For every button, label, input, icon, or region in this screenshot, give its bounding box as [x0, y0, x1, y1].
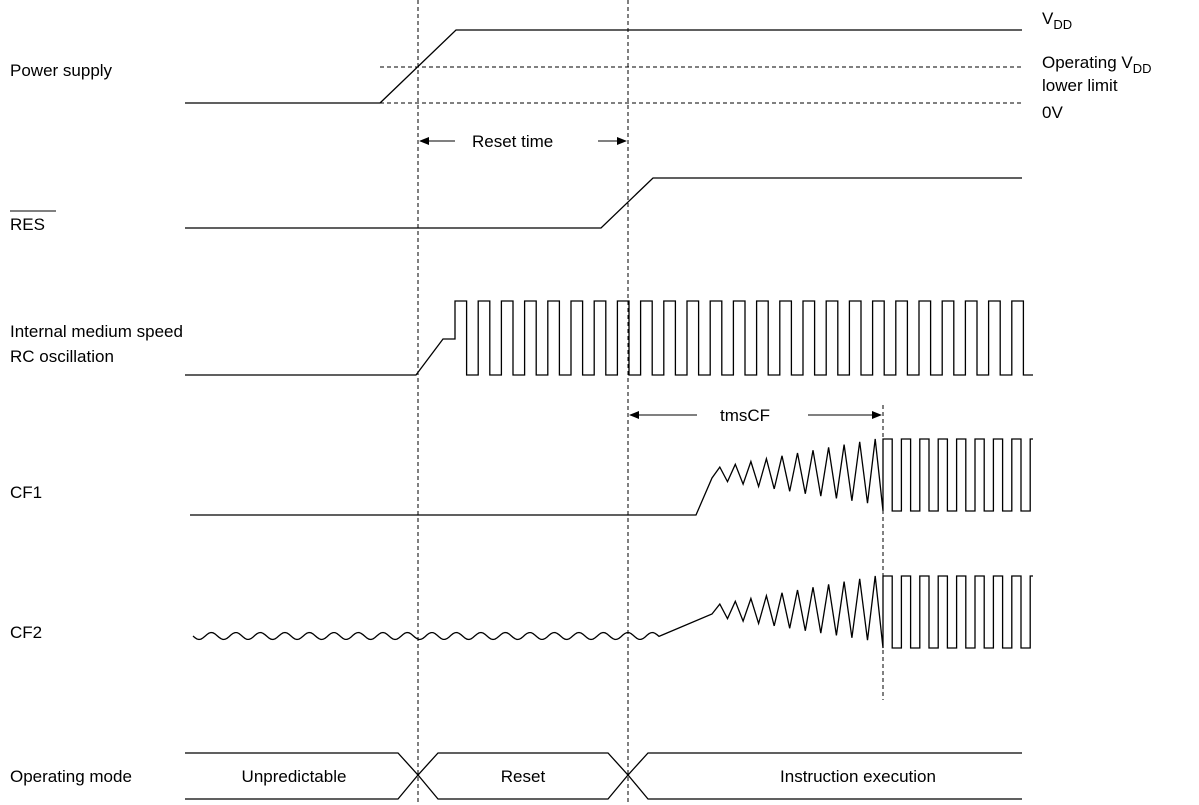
- tmscf-label: tmsCF: [720, 406, 770, 425]
- reset-time-label: Reset time: [472, 132, 553, 151]
- cf2-label: CF2: [10, 623, 42, 642]
- power-supply-label: Power supply: [10, 61, 113, 80]
- rc-oscillation-label-line2: RC oscillation: [10, 347, 114, 366]
- cf2-waveform: [192, 575, 1033, 649]
- operating-mode-label: Operating mode: [10, 767, 132, 786]
- mode-reset: Reset: [501, 767, 546, 786]
- rc-oscillation-waveform: [185, 300, 1033, 376]
- operating-mode-bus: [185, 752, 1022, 800]
- res-waveform: [185, 177, 1022, 229]
- power-supply-waveform: [185, 29, 1022, 104]
- operating-vdd-level-label: Operating VDD: [1042, 53, 1152, 76]
- cf1-label: CF1: [10, 483, 42, 502]
- mode-unpredictable: Unpredictable: [242, 767, 347, 786]
- zero-volt-label: 0V: [1042, 103, 1063, 122]
- res-label: RES: [10, 215, 45, 234]
- mode-instruction-execution: Instruction execution: [780, 767, 936, 786]
- vdd-level-label: VDD: [1042, 9, 1072, 32]
- cf1-waveform: [190, 438, 1033, 516]
- rc-oscillation-label-line1: Internal medium speed: [10, 322, 183, 341]
- lower-limit-label: lower limit: [1042, 76, 1118, 95]
